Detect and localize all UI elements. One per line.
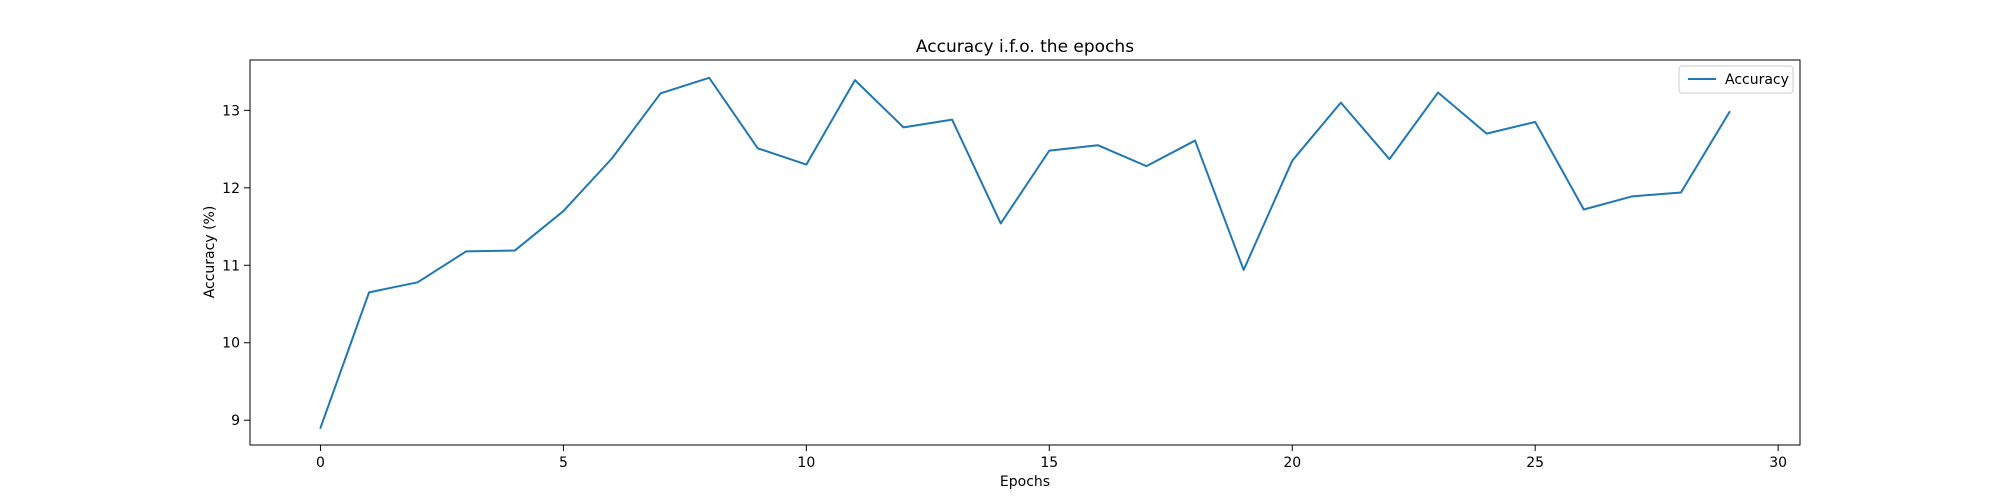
x-tick-label: 20 xyxy=(1283,455,1301,471)
chart-title: Accuracy i.f.o. the epochs xyxy=(916,37,1134,57)
accuracy-data-point xyxy=(1729,111,1731,113)
accuracy-data-point xyxy=(1680,191,1682,193)
plot-frame xyxy=(249,59,1801,446)
x-tick-label: 10 xyxy=(797,455,815,471)
series-line-accuracy xyxy=(319,76,1731,429)
accuracy-data-point xyxy=(1437,92,1439,94)
y-tick-label: 10 xyxy=(222,336,240,352)
accuracy-data-point xyxy=(660,92,662,94)
accuracy-data-point xyxy=(1048,150,1050,152)
accuracy-data-point xyxy=(1291,160,1293,162)
legend-box xyxy=(1678,65,1794,94)
y-axis-ticks: 9 10 11 12 13 xyxy=(222,103,250,429)
accuracy-data-point xyxy=(805,164,807,166)
accuracy-data-point xyxy=(1243,269,1245,271)
accuracy-data-point xyxy=(368,291,370,293)
accuracy-data-point xyxy=(1534,121,1536,123)
accuracy-data-point xyxy=(903,126,905,128)
legend-label-accuracy: Accuracy xyxy=(1725,72,1789,88)
accuracy-data-point xyxy=(854,79,856,81)
y-tick-label: 12 xyxy=(222,181,240,197)
accuracy-data-point xyxy=(1486,133,1488,135)
accuracy-data-point xyxy=(514,250,516,252)
accuracy-data-point xyxy=(1000,222,1002,224)
accuracy-data-point xyxy=(708,77,710,79)
accuracy-data-point xyxy=(1194,140,1196,142)
accuracy-data-point xyxy=(417,281,419,283)
plot-layer xyxy=(319,76,1731,429)
y-axis-label: Accuracy (%) xyxy=(202,206,218,299)
accuracy-data-point xyxy=(1388,158,1390,160)
legend: Accuracy xyxy=(1678,65,1794,94)
accuracy-data-point xyxy=(757,147,759,149)
y-tick-label: 13 xyxy=(222,103,240,119)
accuracy-data-point xyxy=(1583,209,1585,211)
accuracy-data-point xyxy=(611,157,613,159)
accuracy-data-point xyxy=(1631,195,1633,197)
y-tick-label: 11 xyxy=(222,258,240,274)
y-tick-label: 9 xyxy=(231,413,240,429)
accuracy-data-point xyxy=(465,250,467,252)
x-tick-label: 15 xyxy=(1040,455,1058,471)
accuracy-data-point xyxy=(562,210,564,212)
accuracy-data-point xyxy=(1145,165,1147,167)
x-tick-label: 0 xyxy=(316,455,325,471)
x-tick-label: 25 xyxy=(1526,455,1544,471)
x-axis-label: Epochs xyxy=(1000,474,1050,490)
accuracy-data-point xyxy=(319,427,321,429)
x-tick-label: 30 xyxy=(1769,455,1787,471)
accuracy-data-point xyxy=(1097,144,1099,146)
accuracy-data-point xyxy=(1340,102,1342,104)
accuracy-data-point xyxy=(951,119,953,121)
x-axis-ticks: 0 5 10 15 20 25 30 xyxy=(316,445,1787,471)
x-tick-label: 5 xyxy=(559,455,568,471)
